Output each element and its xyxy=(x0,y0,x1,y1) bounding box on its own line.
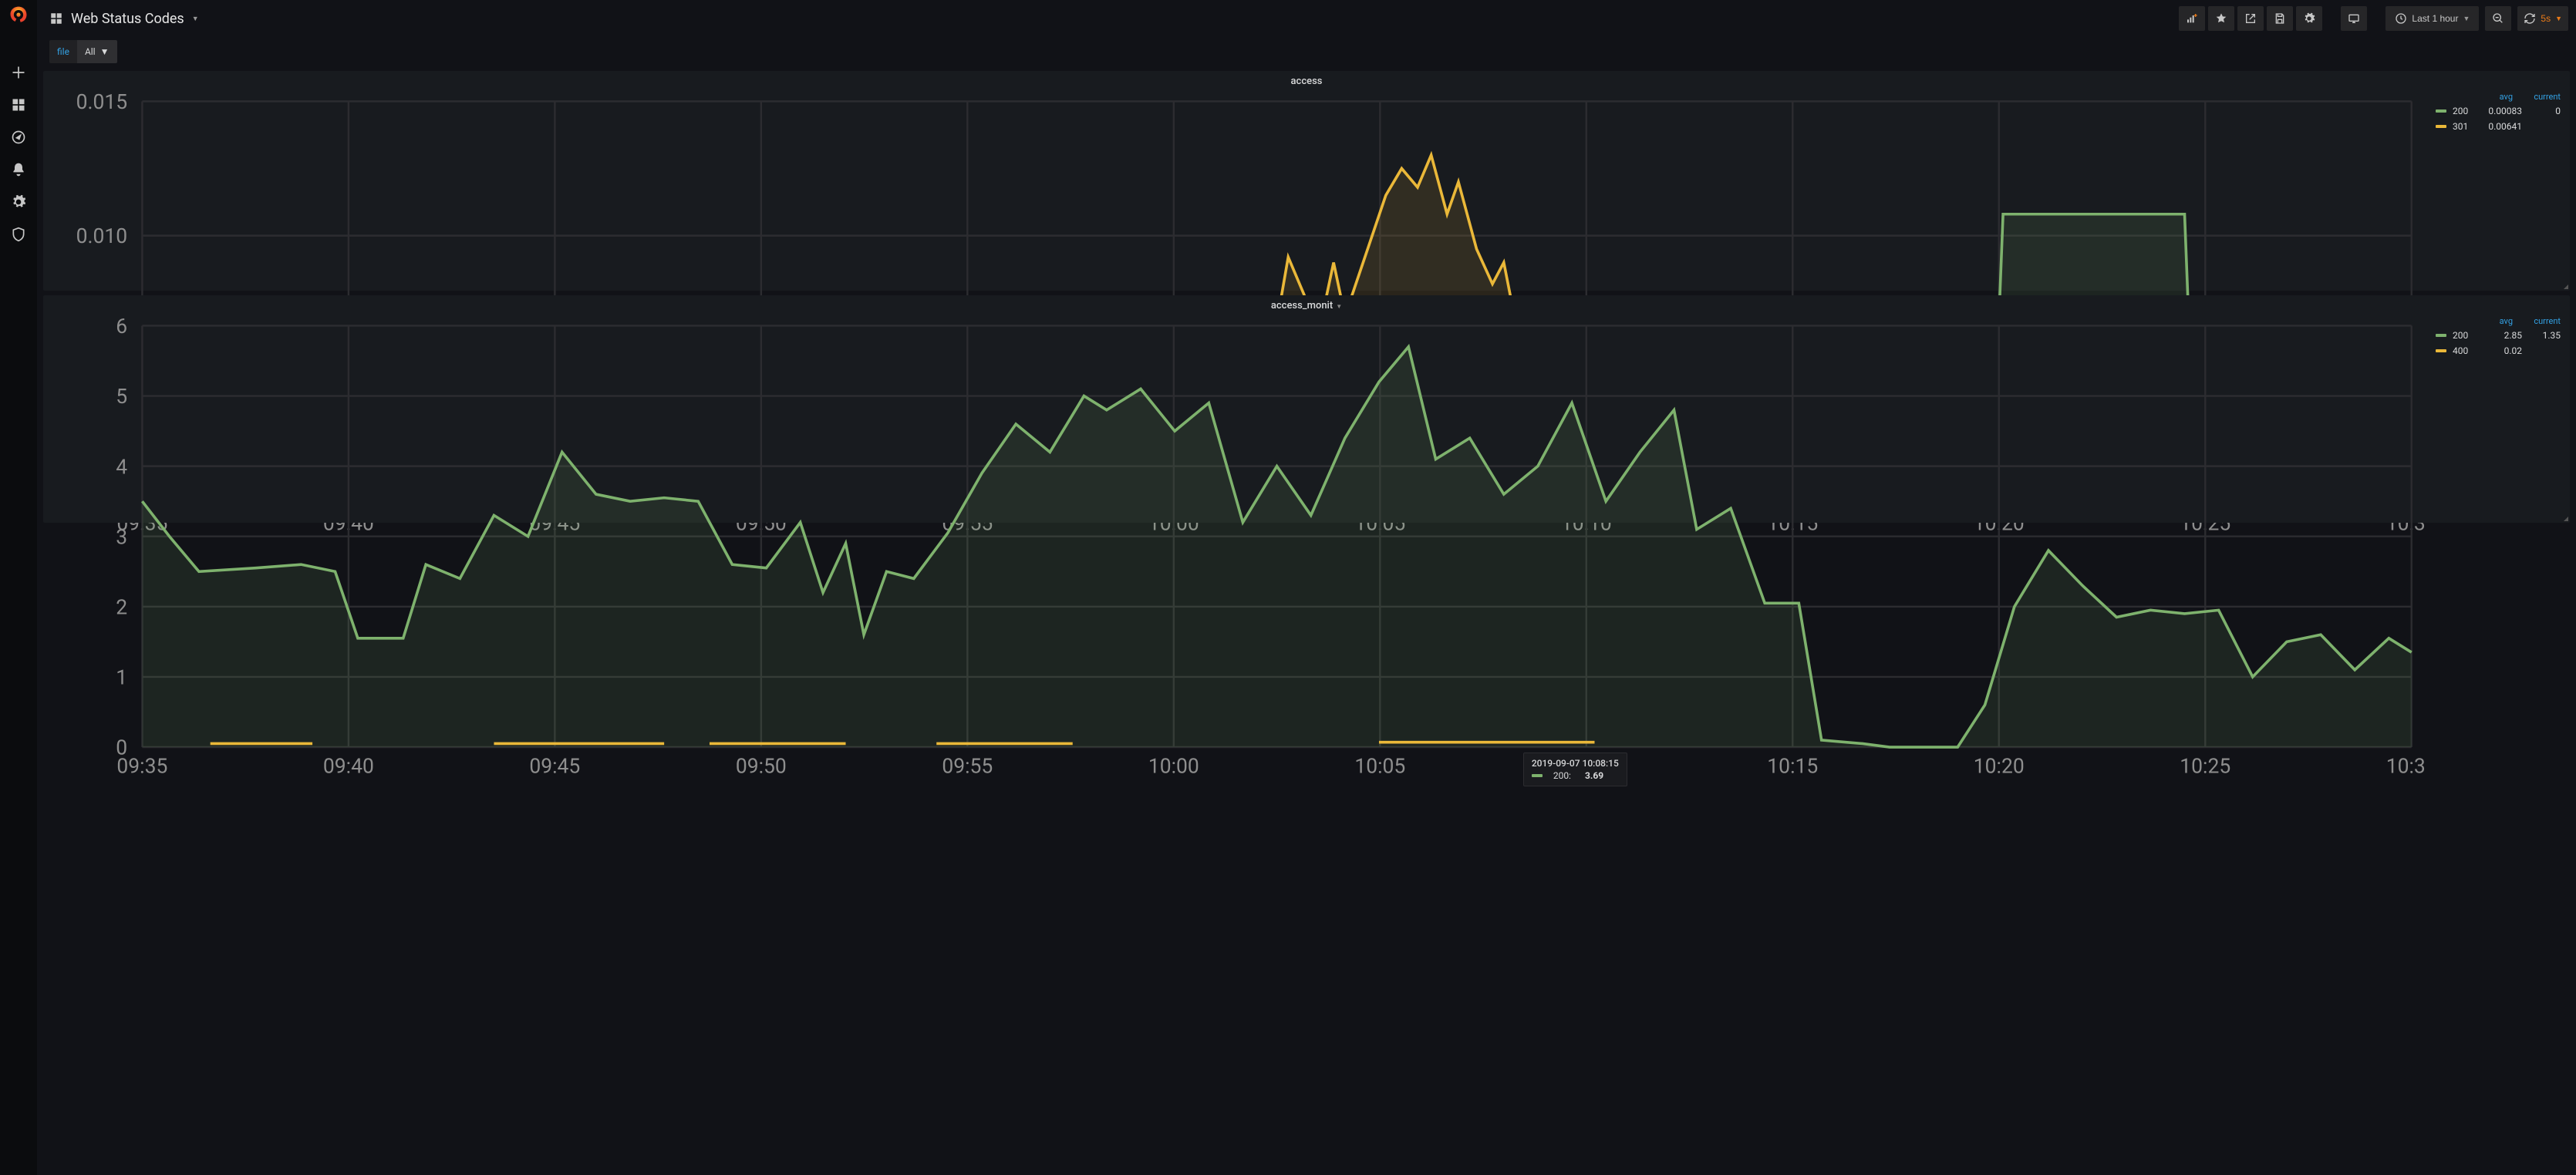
svg-text:5: 5 xyxy=(116,385,127,409)
legend-item[interactable]: 3010.00641 xyxy=(2433,119,2564,134)
dashboards-icon[interactable] xyxy=(11,97,26,113)
chart-area[interactable]: 012345609:3509:4009:4509:5009:5510:0010:… xyxy=(49,315,2426,788)
legend-header-avg[interactable]: avg xyxy=(2474,92,2513,102)
variable-dropdown[interactable]: All ▼ xyxy=(77,40,117,63)
refresh-interval-label: 5s xyxy=(2541,13,2551,24)
resize-handle[interactable] xyxy=(2564,284,2568,289)
legend-current: 1.35 xyxy=(2522,330,2561,341)
save-button[interactable] xyxy=(2267,6,2293,31)
legend-header-avg[interactable]: avg xyxy=(2474,316,2513,326)
series-swatch xyxy=(2436,349,2446,352)
chevron-down-icon: ▼ xyxy=(2463,15,2470,22)
chevron-down-icon: ▼ xyxy=(100,46,110,57)
svg-text:1: 1 xyxy=(116,666,127,690)
grafana-logo[interactable] xyxy=(8,5,29,26)
svg-text:09:40: 09:40 xyxy=(323,755,374,779)
legend-item[interactable]: 2000.000830 xyxy=(2433,103,2564,119)
legend-label: 301 xyxy=(2453,121,2483,132)
svg-text:10:15: 10:15 xyxy=(1767,755,1818,779)
series-swatch xyxy=(2436,334,2446,337)
svg-text:10:25: 10:25 xyxy=(2180,755,2230,779)
chevron-down-icon: ▼ xyxy=(192,15,199,23)
svg-text:10:10: 10:10 xyxy=(1561,755,1612,779)
time-range-label: Last 1 hour xyxy=(2412,13,2458,24)
variable-label: file xyxy=(49,40,77,63)
series-swatch xyxy=(2436,109,2446,113)
svg-text:10:05: 10:05 xyxy=(1354,755,1405,779)
time-range-button[interactable]: Last 1 hour ▼ xyxy=(2385,6,2479,31)
legend-header-current[interactable]: current xyxy=(2522,316,2561,326)
panel-title[interactable]: access_monit▼ xyxy=(43,295,2570,315)
chevron-down-icon: ▼ xyxy=(2555,15,2562,22)
svg-text:10:00: 10:00 xyxy=(1148,755,1199,779)
legend-label: 200 xyxy=(2453,330,2483,341)
svg-text:6: 6 xyxy=(116,315,127,338)
legend-item[interactable]: 4000.02 xyxy=(2433,343,2564,359)
star-button[interactable] xyxy=(2208,6,2234,31)
refresh-icon xyxy=(2524,12,2536,25)
panel-title[interactable]: access xyxy=(43,71,2570,90)
zoom-out-button[interactable] xyxy=(2485,6,2511,31)
chevron-down-icon: ▼ xyxy=(1336,303,1342,310)
svg-text:09:45: 09:45 xyxy=(529,755,580,779)
explore-icon[interactable] xyxy=(11,130,26,145)
svg-text:10:20: 10:20 xyxy=(1974,755,2025,779)
svg-text:4: 4 xyxy=(116,455,127,479)
page-title: Web Status Codes xyxy=(71,11,184,27)
legend-label: 200 xyxy=(2453,106,2483,116)
panel-access: access00.0050.0100.01509:3509:4009:4509:… xyxy=(43,71,2570,291)
panel-access_monit: access_monit▼012345609:3509:4009:4509:50… xyxy=(43,295,2570,523)
series-swatch xyxy=(2436,125,2446,128)
settings-button[interactable] xyxy=(2296,6,2322,31)
svg-text:10:30: 10:30 xyxy=(2386,755,2426,779)
svg-text:2: 2 xyxy=(116,595,127,619)
svg-text:0.015: 0.015 xyxy=(76,90,127,114)
svg-text:0.010: 0.010 xyxy=(76,224,127,248)
legend-avg: 0.00641 xyxy=(2483,121,2522,132)
dashboards-grid-icon xyxy=(49,12,63,25)
dashboard-title[interactable]: Web Status Codes ▼ xyxy=(49,11,199,27)
admin-icon[interactable] xyxy=(11,227,26,242)
share-button[interactable] xyxy=(2237,6,2264,31)
svg-text:09:35: 09:35 xyxy=(116,755,167,779)
svg-text:09:50: 09:50 xyxy=(736,755,787,779)
legend-item[interactable]: 2002.851.35 xyxy=(2433,328,2564,343)
legend-label: 400 xyxy=(2453,345,2483,356)
clock-icon xyxy=(2395,12,2407,25)
cycle-view-button[interactable] xyxy=(2341,6,2367,31)
add-icon[interactable] xyxy=(11,65,26,80)
svg-text:09:55: 09:55 xyxy=(942,755,993,779)
svg-text:3: 3 xyxy=(116,525,127,549)
legend-avg: 0.00083 xyxy=(2483,106,2522,116)
variable-value: All xyxy=(85,46,96,57)
legend-avg: 0.02 xyxy=(2483,345,2522,356)
refresh-button[interactable]: 5s ▼ xyxy=(2517,6,2568,31)
legend-header-current[interactable]: current xyxy=(2522,92,2561,102)
legend-avg: 2.85 xyxy=(2483,330,2522,341)
toolbar xyxy=(2179,6,2322,31)
panel-legend: avgcurrent2002.851.354000.02 xyxy=(2433,315,2564,788)
resize-handle[interactable] xyxy=(2564,517,2568,521)
alerting-icon[interactable] xyxy=(11,162,26,177)
legend-current: 0 xyxy=(2522,106,2561,116)
add-panel-button[interactable] xyxy=(2179,6,2205,31)
configuration-icon[interactable] xyxy=(11,194,26,210)
